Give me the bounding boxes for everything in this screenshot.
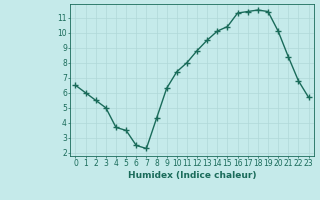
X-axis label: Humidex (Indice chaleur): Humidex (Indice chaleur) [128,171,256,180]
